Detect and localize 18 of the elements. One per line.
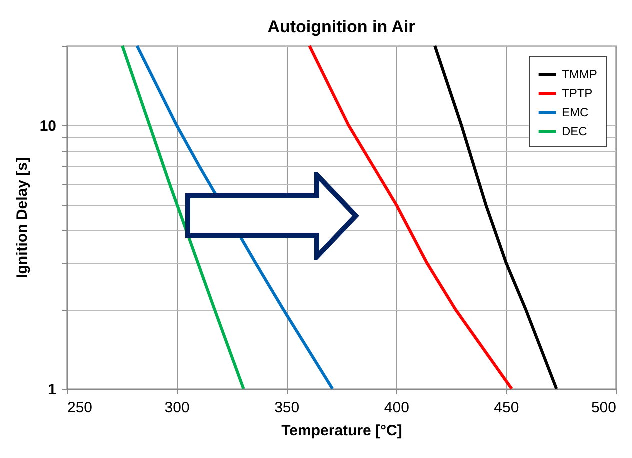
legend-label: EMC — [562, 106, 589, 120]
legend-label: TMMP — [562, 68, 598, 82]
x-tick-label: 400 — [384, 400, 410, 416]
x-tick-label: 450 — [494, 400, 520, 416]
x-tick-label: 300 — [164, 400, 190, 416]
line-series — [434, 44, 558, 390]
line-series — [121, 44, 246, 390]
y-tick-label: 1 — [48, 382, 56, 398]
x-tick-label: 500 — [591, 400, 616, 416]
x-tick-label: 350 — [274, 400, 300, 416]
y-tick-label: 10 — [40, 118, 56, 135]
y-axis-title: Ignition Delay [s] — [14, 158, 31, 278]
chart-title: Autoignition in Air — [268, 18, 416, 36]
line-series — [308, 44, 514, 390]
x-axis-title: Temperature [°C] — [282, 422, 402, 440]
legend-label: DEC — [562, 124, 588, 138]
legend-label: TPTP — [562, 86, 593, 100]
x-tick-label: 250 — [68, 400, 93, 416]
